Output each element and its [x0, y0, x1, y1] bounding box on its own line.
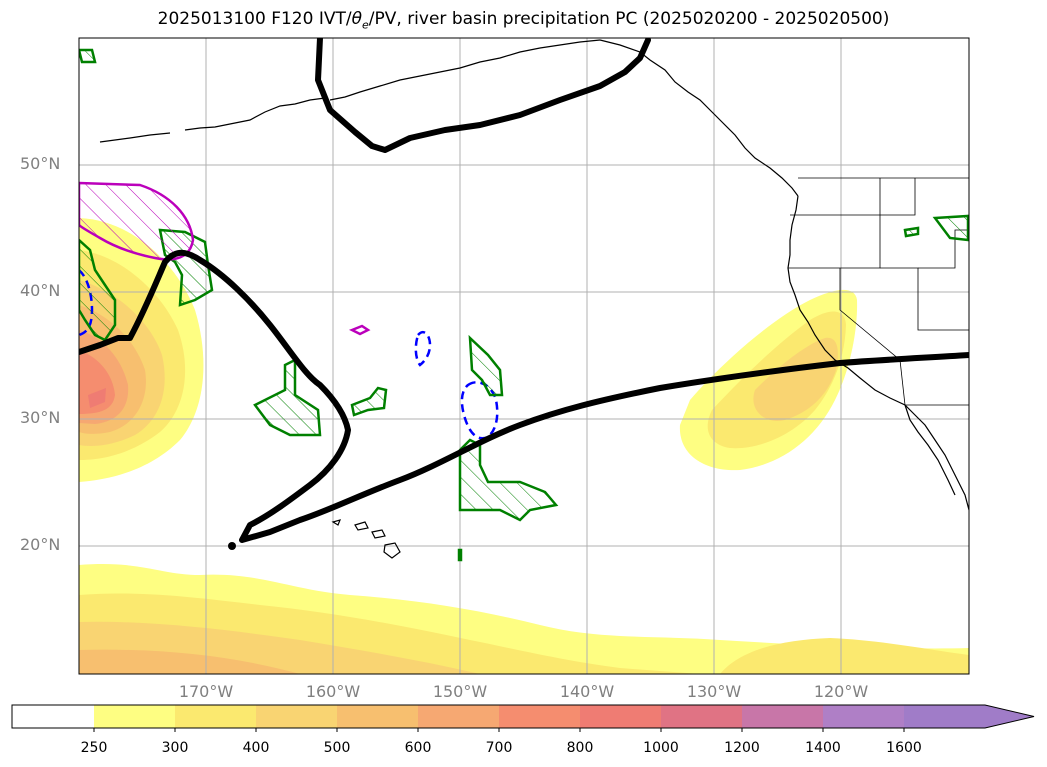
colorbar-tick-label: 500	[323, 740, 351, 756]
lat-label-20n: 20°N	[20, 535, 61, 554]
map-title: 2025013100 F120 IVT/θe/PV, river basin p…	[0, 9, 1047, 31]
coastlines	[99, 39, 969, 559]
colorbar-segment	[94, 705, 175, 728]
colorbar-segment	[661, 705, 742, 728]
colorbar-tick-label: 400	[242, 740, 270, 756]
title-sub: e	[362, 18, 369, 32]
colorbar-tick-label: 600	[404, 740, 432, 756]
colorbar-tick-label: 300	[161, 740, 189, 756]
colorbar-tick-label: 700	[485, 740, 513, 756]
colorbar-segment	[256, 705, 337, 728]
colorbar-tick-label: 1400	[805, 740, 841, 756]
colorbar-tick-label: 1600	[886, 740, 922, 756]
title-rest: /PV, river basin precipitation PC (20250…	[368, 9, 890, 29]
island-marker	[228, 542, 236, 550]
ivt-southern-band	[79, 563, 969, 674]
colorbar-segment	[175, 705, 256, 728]
lon-label-130w: 130°W	[686, 682, 742, 701]
colorbar-segment	[12, 705, 94, 728]
gridlines	[79, 38, 969, 674]
lon-label-150w: 150°W	[432, 682, 488, 701]
title-main: 2025013100 F120 IVT/	[157, 9, 352, 29]
colorbar-segment	[418, 705, 499, 728]
map-frame	[78, 37, 970, 675]
colorbar-outline	[11, 704, 1035, 729]
lat-label-40n: 40°N	[20, 281, 61, 300]
lon-label-140w: 140°W	[559, 682, 615, 701]
lon-label-170w: 170°W	[178, 682, 234, 701]
colorbar-segment	[823, 705, 904, 728]
ivt-eastern-river	[679, 289, 858, 471]
magenta-contours	[79, 181, 371, 336]
ivt-western-blob	[79, 218, 204, 482]
lon-label-120w: 120°W	[813, 682, 869, 701]
colorbar-segment	[337, 705, 418, 728]
colorbar-extend-arrow	[904, 705, 1034, 728]
title-theta: θ	[351, 9, 362, 29]
colorbar-tick-label: 1000	[643, 740, 679, 756]
colorbar-segment	[580, 705, 661, 728]
lat-label-30n: 30°N	[20, 408, 61, 427]
colorbar-tick-label: 800	[566, 740, 594, 756]
colorbar-segment	[742, 705, 823, 728]
lon-label-160w: 160°W	[305, 682, 361, 701]
colorbar-tick-label: 1200	[724, 740, 760, 756]
colorbar-tick-label: 250	[80, 740, 108, 756]
map-plot-area	[79, 38, 969, 674]
lat-label-50n: 50°N	[20, 154, 61, 173]
colorbar-segment	[499, 705, 580, 728]
colorbar	[11, 704, 1035, 732]
pv-contour	[79, 38, 969, 543]
